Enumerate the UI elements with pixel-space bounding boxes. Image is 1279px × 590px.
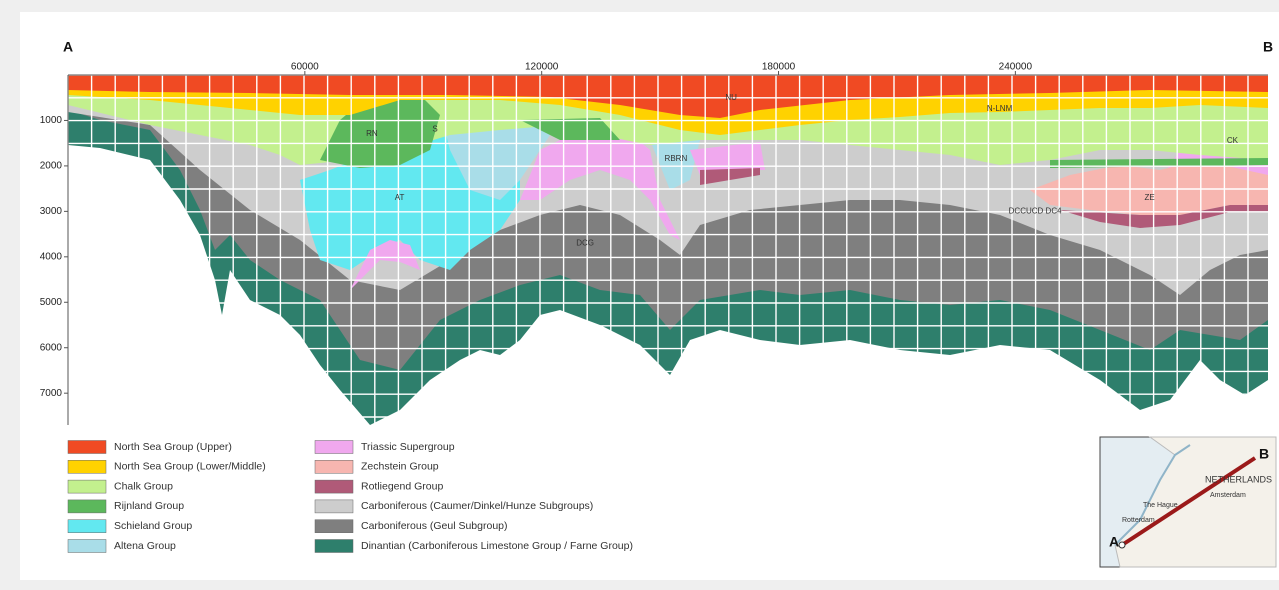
legend-swatch	[68, 500, 106, 513]
section-end: B	[1263, 39, 1273, 55]
legend-label: Triassic Supergroup	[361, 441, 455, 453]
y-tick-label: 3000	[40, 206, 63, 217]
legend-swatch	[315, 441, 353, 454]
map-place: NETHERLANDS	[1205, 474, 1272, 484]
legend-swatch	[315, 480, 353, 493]
y-tick-label: 5000	[40, 297, 63, 308]
legend-label: Carboniferous (Caumer/Dinkel/Hunze Subgr…	[361, 500, 593, 512]
map-place: Amsterdam	[1210, 492, 1246, 499]
legend-label: North Sea Group (Lower/Middle)	[114, 461, 266, 473]
legend-label: Chalk Group	[114, 480, 173, 492]
unit-label: ZE	[1144, 193, 1154, 202]
legend-swatch	[68, 441, 106, 454]
legend-label: Carboniferous (Geul Subgroup)	[361, 520, 508, 532]
section-start: A	[63, 39, 73, 55]
legend-swatch	[68, 540, 106, 553]
map-end: B	[1259, 446, 1269, 462]
legend-label: Altena Group	[114, 540, 176, 552]
unit-label: DCG	[576, 238, 594, 247]
legend-label: North Sea Group (Upper)	[114, 441, 232, 453]
legend-swatch	[68, 520, 106, 533]
legend-label: Schieland Group	[114, 520, 192, 532]
unit-label: RN	[366, 129, 378, 138]
figure: A B A B NETHERLANDS Amsterdam The Hague …	[0, 0, 1279, 590]
y-tick-label: 6000	[40, 342, 63, 353]
map-start: A	[1109, 534, 1119, 550]
unit-label: CK	[1227, 136, 1239, 145]
location-map: A B NETHERLANDS Amsterdam The Hague Rott…	[1100, 437, 1276, 567]
unit-label: NU	[725, 93, 737, 102]
legend-swatch	[315, 520, 353, 533]
x-tick-label: 240000	[999, 62, 1033, 73]
x-tick-label: 60000	[291, 62, 319, 73]
map-place: Rotterdam	[1122, 517, 1155, 524]
y-tick-label: 2000	[40, 161, 63, 172]
unit-label: RBRN	[665, 154, 688, 163]
map-point	[1119, 542, 1125, 548]
legend-swatch	[68, 460, 106, 473]
legend-label: Rotliegend Group	[361, 480, 443, 492]
map-place: The Hague	[1143, 502, 1178, 509]
y-tick-label: 1000	[40, 115, 63, 126]
unit-label: S	[432, 125, 437, 134]
legend-label: Dinantian (Carboniferous Limestone Group…	[361, 540, 633, 552]
x-tick-label: 180000	[762, 62, 796, 73]
y-tick-label: 4000	[40, 251, 63, 262]
legend-swatch	[315, 540, 353, 553]
unit-label: AT	[395, 193, 405, 202]
legend-swatch	[315, 460, 353, 473]
legend-swatch	[68, 480, 106, 493]
legend-label: Rijnland Group	[114, 500, 184, 512]
legend-swatch	[315, 500, 353, 513]
unit-label: N-LNM	[987, 104, 1013, 113]
x-tick-label: 120000	[525, 62, 559, 73]
y-tick-label: 7000	[40, 388, 63, 399]
unit-label: DCCUCD DC4	[1009, 206, 1062, 215]
legend-label: Zechstein Group	[361, 461, 439, 473]
